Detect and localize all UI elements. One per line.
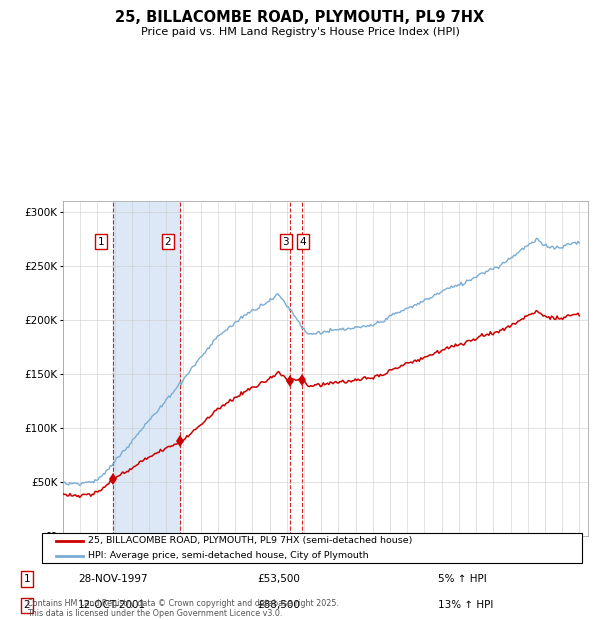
Text: 3: 3 bbox=[283, 237, 289, 247]
Text: 12-OCT-2001: 12-OCT-2001 bbox=[78, 600, 146, 610]
Text: 25, BILLACOMBE ROAD, PLYMOUTH, PL9 7HX: 25, BILLACOMBE ROAD, PLYMOUTH, PL9 7HX bbox=[115, 10, 485, 25]
Text: 13% ↑ HPI: 13% ↑ HPI bbox=[438, 600, 493, 610]
Text: 1: 1 bbox=[23, 574, 31, 584]
Text: 25, BILLACOMBE ROAD, PLYMOUTH, PL9 7HX (semi-detached house): 25, BILLACOMBE ROAD, PLYMOUTH, PL9 7HX (… bbox=[88, 536, 412, 545]
Text: HPI: Average price, semi-detached house, City of Plymouth: HPI: Average price, semi-detached house,… bbox=[88, 551, 368, 560]
Text: 5% ↑ HPI: 5% ↑ HPI bbox=[438, 574, 487, 584]
Text: 4: 4 bbox=[300, 237, 307, 247]
Text: 1: 1 bbox=[98, 237, 104, 247]
Text: 28-NOV-1997: 28-NOV-1997 bbox=[78, 574, 148, 584]
Text: Price paid vs. HM Land Registry's House Price Index (HPI): Price paid vs. HM Land Registry's House … bbox=[140, 27, 460, 37]
Text: £53,500: £53,500 bbox=[257, 574, 300, 584]
Text: £88,500: £88,500 bbox=[257, 600, 300, 610]
Text: Contains HM Land Registry data © Crown copyright and database right 2025.
This d: Contains HM Land Registry data © Crown c… bbox=[27, 599, 339, 618]
Bar bbox=[113, 202, 180, 536]
FancyBboxPatch shape bbox=[42, 533, 582, 563]
Text: 2: 2 bbox=[164, 237, 171, 247]
Text: 2: 2 bbox=[23, 600, 31, 610]
